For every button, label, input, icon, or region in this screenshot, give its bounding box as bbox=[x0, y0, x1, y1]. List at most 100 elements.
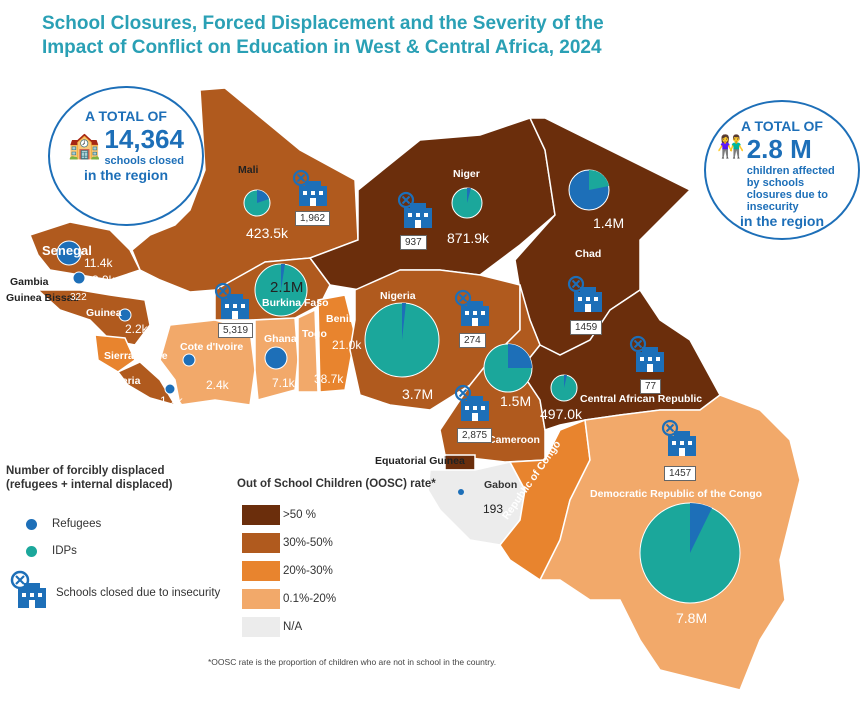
label-nigeria: Nigeria bbox=[380, 290, 416, 302]
closures-mali: 1,962 bbox=[295, 211, 331, 226]
label-senegal: Senegal bbox=[42, 243, 92, 258]
pie-gambia bbox=[72, 271, 86, 285]
pie-nigeria bbox=[364, 302, 440, 378]
country-guinea bbox=[36, 289, 151, 346]
pie-ghana bbox=[264, 346, 288, 370]
oosc-label-na: N/A bbox=[283, 621, 303, 633]
value-cameroon: 1.5M bbox=[500, 393, 532, 409]
value-gambia: 3.9k bbox=[92, 273, 115, 287]
school-closure-icons bbox=[214, 169, 696, 456]
pie-cameroon bbox=[483, 343, 533, 393]
label-benin: Benin bbox=[326, 313, 356, 325]
pie-drc bbox=[639, 502, 741, 604]
school-closed-icon-nigeria bbox=[454, 289, 489, 326]
value-chad: 1.4M bbox=[593, 215, 625, 231]
country-sierra-leone bbox=[94, 334, 136, 373]
label-burkina-faso: Burkina Faso bbox=[262, 297, 329, 309]
value-benin: 21.0k bbox=[332, 338, 362, 352]
oosc-swatch-na bbox=[242, 617, 280, 637]
closures-cameroon: 2,875 bbox=[457, 428, 493, 443]
total-schools-closed-callout: A TOTAL OF 🏫 14,364 schools closed in th… bbox=[48, 86, 204, 226]
value-guinea-bissau: 322 bbox=[70, 292, 87, 303]
value-ghana: 7.1k bbox=[272, 376, 295, 390]
label-togo: Togo bbox=[302, 328, 327, 340]
value-mali: 423.5k bbox=[246, 225, 289, 241]
school-closed-icon-drc bbox=[661, 419, 696, 456]
value-niger: 871.9k bbox=[447, 230, 490, 246]
pie-gabon bbox=[458, 489, 464, 495]
label-chad: Chad bbox=[575, 248, 602, 260]
value-liberia: 1.2k bbox=[160, 394, 183, 408]
country-liberia bbox=[116, 361, 177, 407]
value-burkina-faso: 2.1M bbox=[270, 279, 304, 296]
oosc-label-gt50: >50 % bbox=[283, 509, 316, 521]
label-gabon: Gabon bbox=[484, 479, 518, 491]
country-senegal bbox=[29, 221, 142, 281]
pie-guinea bbox=[118, 308, 132, 322]
legend-schools-closed: Schools closed due to insecurity bbox=[56, 587, 221, 599]
label-drc: Democratic Republic of the Congo bbox=[590, 488, 763, 500]
map-title: School Closures, Forced Displacement and… bbox=[42, 13, 604, 58]
oosc-label-20-30: 20%-30% bbox=[283, 565, 333, 577]
oosc-swatch-30-50 bbox=[242, 533, 280, 553]
pie-cote-divoire bbox=[182, 353, 196, 367]
label-cameroon: Cameroon bbox=[488, 434, 540, 446]
closures-chad: 1459 bbox=[570, 320, 603, 335]
label-cote-divoire: Cote d'Ivoire bbox=[180, 341, 244, 353]
value-nigeria: 3.7M bbox=[402, 386, 434, 402]
legend-refugees: Refugees bbox=[52, 518, 102, 530]
label-niger: Niger bbox=[453, 168, 480, 180]
value-car: 497.0k bbox=[540, 406, 583, 422]
footnote: *OOSC rate is the proportion of children… bbox=[208, 657, 497, 667]
oosc-label-30-50: 30%-50% bbox=[283, 537, 333, 549]
label-sierra-leone: Sierra Leone bbox=[104, 350, 168, 362]
school-closed-icon-car bbox=[629, 335, 664, 372]
pie-burkina-faso bbox=[254, 263, 308, 317]
closures-car: 77 bbox=[640, 379, 662, 394]
label-mali: Mali bbox=[238, 164, 259, 176]
pie-liberia bbox=[164, 383, 176, 395]
value-togo: 38.7k bbox=[314, 372, 344, 386]
school-closed-icon-cameroon bbox=[454, 384, 489, 421]
oosc-swatch-0-20 bbox=[242, 589, 280, 609]
pie-niger bbox=[451, 187, 483, 219]
closures-drc: 1457 bbox=[664, 466, 697, 481]
label-gambia: Gambia bbox=[10, 276, 49, 288]
country-mali bbox=[131, 87, 359, 293]
country-togo bbox=[297, 308, 319, 393]
label-guinea-bissau: Guinea Bissau bbox=[6, 292, 79, 304]
school-closed-icon-niger bbox=[397, 191, 432, 228]
oosc-swatch-gt50 bbox=[242, 505, 280, 525]
school-closed-icon-burkina-faso bbox=[214, 282, 249, 319]
oosc-label-0-20: 0.1%-20% bbox=[283, 593, 337, 605]
school-closed-legend-icon bbox=[10, 570, 46, 608]
value-cote-divoire: 2.4k bbox=[206, 378, 229, 392]
refugees-swatch bbox=[26, 519, 37, 530]
legend-displaced-title: Number of forcibly displaced (refugees +… bbox=[6, 465, 173, 491]
closures-burkina-faso: 5,319 bbox=[218, 323, 254, 338]
pie-car bbox=[550, 374, 578, 402]
children-icon: 👫 bbox=[717, 134, 745, 159]
label-ghana: Ghana bbox=[264, 333, 297, 345]
label-guinea: Guinea bbox=[86, 307, 122, 319]
value-gabon: 193 bbox=[483, 502, 504, 516]
idps-swatch bbox=[26, 546, 37, 557]
value-senegal: 11.4k bbox=[84, 256, 113, 270]
legend-idps: IDPs bbox=[52, 545, 77, 557]
label-eq-guinea: Equatorial Guinea bbox=[375, 455, 465, 467]
pie-senegal bbox=[56, 240, 82, 266]
children-affected-callout: A TOTAL OF 👫 2.8 M children affected by … bbox=[704, 100, 860, 240]
school-closed-icon: 🏫 bbox=[68, 130, 101, 160]
label-liberia: Liberia bbox=[106, 375, 141, 387]
pie-mali bbox=[243, 189, 271, 217]
closures-nigeria: 274 bbox=[459, 333, 486, 348]
value-drc: 7.8M bbox=[676, 610, 708, 626]
legend-oosc-title: Out of School Children (OOSC) rate* bbox=[237, 478, 436, 490]
value-guinea: 2.2k bbox=[125, 322, 148, 336]
school-closed-icon-chad bbox=[567, 275, 602, 312]
country-benin bbox=[317, 294, 356, 393]
school-closed-icon-mali bbox=[292, 169, 327, 206]
pie-chad bbox=[568, 169, 610, 211]
label-car: Central African Republic bbox=[580, 393, 703, 405]
